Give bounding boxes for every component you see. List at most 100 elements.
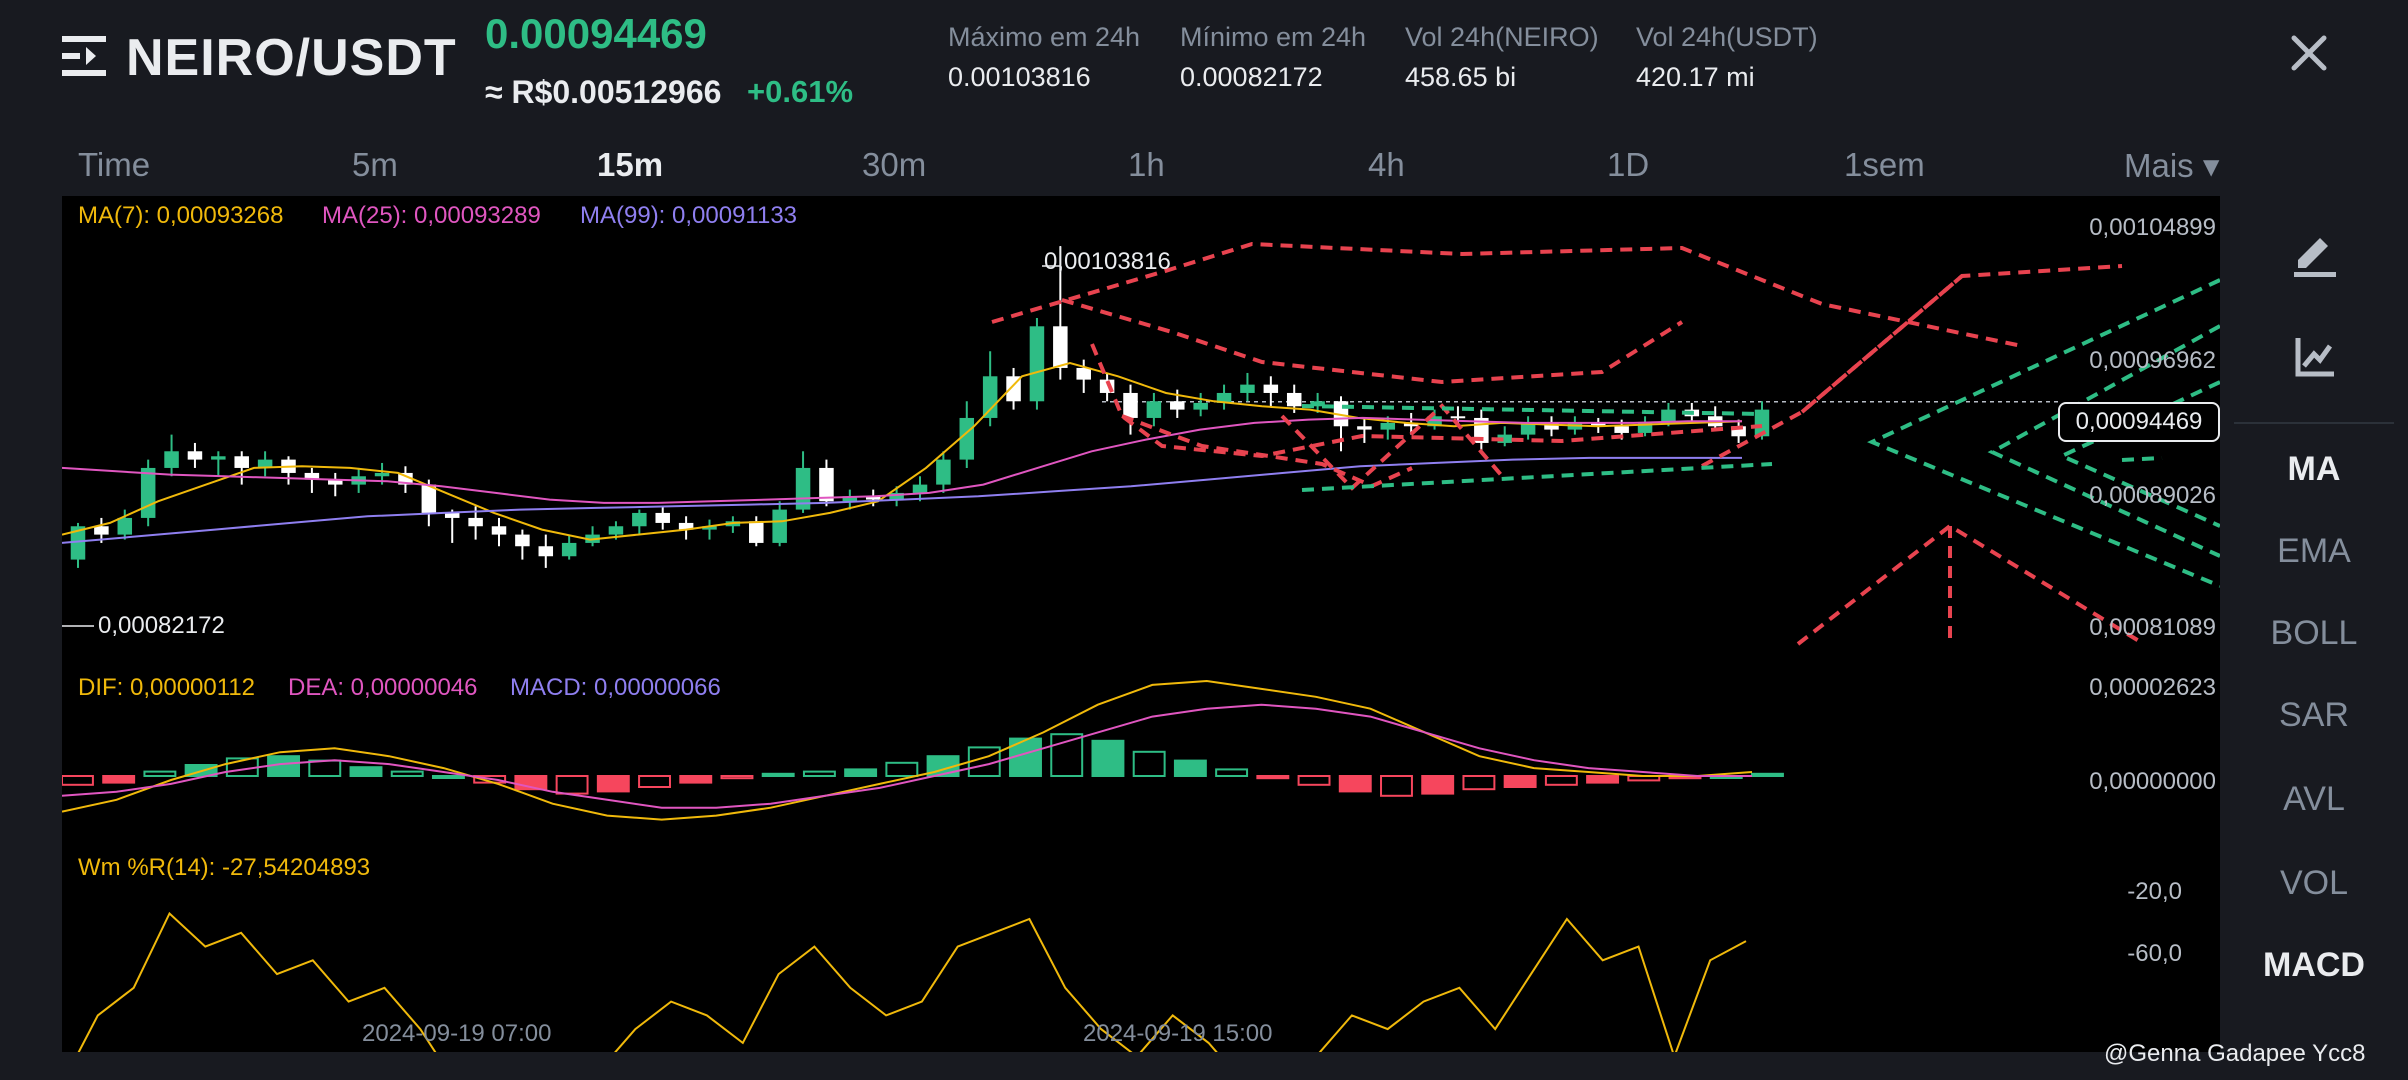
wr-line: [77, 911, 1747, 1052]
trading-pair-title[interactable]: NEIRO/USDT: [126, 29, 457, 87]
sidebar-item-sar[interactable]: SAR: [2279, 696, 2349, 734]
trendline-drawing: [1800, 274, 1964, 414]
candle-body: [304, 472, 320, 480]
macd-histogram-bar: [720, 775, 754, 780]
indicator-sidebar: MA EMA BOLL SAR AVL VOL MACD: [2220, 196, 2408, 1052]
candle-body: [912, 484, 928, 493]
sidebar-item-boll[interactable]: BOLL: [2270, 614, 2358, 652]
ma99-line: [62, 456, 1742, 544]
candle-body: [257, 459, 273, 468]
time-axis-label: 2024-09-19 15:00: [1083, 1020, 1273, 1047]
low-marker-label: 0,00082172: [98, 612, 225, 639]
macd-histogram-bar: [844, 768, 878, 778]
macd-histogram-bar: [1173, 759, 1207, 777]
sidebar-item-avl[interactable]: AVL: [2283, 780, 2345, 818]
ma25-line: [62, 416, 1742, 504]
dif-legend: DIF: 0,00000112: [78, 674, 256, 701]
macd-axis-label: 0,00000000: [2089, 768, 2216, 795]
candle-body: [936, 459, 951, 485]
price-change: +0.61%: [747, 74, 854, 109]
candle-body: [1076, 367, 1091, 380]
macd-histogram-bar: [431, 775, 465, 779]
candle-body: [702, 526, 717, 530]
trendline-drawing: [1701, 264, 2123, 468]
tab-4h[interactable]: 4h: [1368, 146, 1405, 183]
tab-15m[interactable]: 15m: [597, 146, 664, 183]
chart-settings-icon[interactable]: [2290, 332, 2340, 382]
candle-body: [1591, 422, 1606, 427]
channel-drawing: [1301, 404, 1763, 416]
macd-histogram-bar: [1215, 768, 1249, 778]
channel-drawing: [1987, 324, 2220, 558]
menu-icon[interactable]: [62, 34, 112, 78]
tab-1d[interactable]: 1D: [1607, 146, 1650, 183]
close-icon[interactable]: [2284, 28, 2334, 78]
macd-histogram-bar: [679, 775, 713, 784]
candle-body: [655, 512, 670, 523]
tab-more[interactable]: Mais ▾: [2124, 147, 2220, 184]
chart-area[interactable]: [62, 196, 2220, 1052]
candle-body: [1123, 392, 1138, 418]
candle-body: [1263, 384, 1279, 393]
time-axis-label: 2024-09-19 07:00: [362, 1020, 552, 1047]
last-price: 0.00094469: [485, 10, 707, 57]
trendline-drawing: [1121, 414, 1413, 489]
stat-vol-base-value: 458.65 bi: [1405, 62, 1517, 92]
price-axis-label: 0,00089026: [2089, 482, 2216, 509]
candle-body: [632, 512, 647, 527]
candle-body: [982, 376, 998, 418]
candle-body: [234, 456, 249, 468]
sidebar-item-ma[interactable]: MA: [2287, 450, 2341, 488]
candle-body: [561, 542, 577, 557]
candle-body: [1427, 416, 1442, 427]
high-marker-line: [1042, 246, 1062, 267]
candle-body: [1357, 426, 1372, 430]
candle-body: [94, 526, 109, 535]
macd-histogram-bar: [102, 775, 136, 784]
tab-1sem[interactable]: 1sem: [1844, 146, 1925, 183]
chart-canvas[interactable]: [62, 196, 2220, 1052]
candle-body: [117, 517, 133, 535]
candle-body: [1146, 401, 1162, 418]
candle-body: [1754, 409, 1770, 437]
macd-histogram-bar: [62, 775, 94, 786]
wr-legend: Wm %R(14): -27,54204893: [78, 854, 371, 881]
stat-vol-base-label: Vol 24h(NEIRO): [1405, 22, 1599, 52]
stat-low-value: 0.00082172: [1180, 62, 1323, 92]
sidebar-item-ema[interactable]: EMA: [2277, 532, 2351, 570]
price-axis-label: 0,00096962: [2089, 347, 2216, 374]
candle-body: [1380, 422, 1396, 430]
tab-time[interactable]: Time: [78, 146, 151, 183]
sidebar-item-vol[interactable]: VOL: [2279, 864, 2349, 902]
price-axis-label: 0,00081089: [2089, 614, 2216, 641]
tab-5m[interactable]: 5m: [352, 146, 398, 183]
macd-histogram-bar: [1091, 739, 1125, 777]
tab-30m[interactable]: 30m: [862, 146, 927, 183]
macd-histogram-bar: [1586, 775, 1620, 784]
trendline-drawing: [1796, 523, 2146, 646]
candle-body: [678, 522, 694, 530]
candle-body: [164, 451, 179, 468]
price-brl: ≈ R$0.00512966: [485, 74, 722, 110]
stat-vol-quote-label: Vol 24h(USDT): [1636, 22, 1818, 52]
watermark: @Genna Gadapee Ycc8: [2104, 1040, 2366, 1067]
candle-body: [749, 521, 764, 543]
candle-body: [515, 534, 530, 547]
macd-histogram-bar: [761, 772, 795, 777]
candle-body: [1637, 422, 1653, 433]
macd-histogram-bar: [1256, 775, 1290, 780]
candle-body: [398, 472, 413, 485]
candle-body: [1450, 416, 1466, 419]
macd-histogram-bar: [143, 770, 177, 777]
candle-body: [1029, 326, 1045, 402]
candle-body: [819, 467, 834, 502]
ma99-legend: MA(99): 0,00091133: [580, 202, 798, 229]
tab-1h[interactable]: 1h: [1128, 146, 1165, 183]
draw-pen-icon[interactable]: [2290, 230, 2340, 280]
macd-histogram-bar: [802, 770, 836, 777]
macd-histogram-bar: [349, 766, 383, 778]
sidebar-item-macd[interactable]: MACD: [2263, 946, 2365, 984]
candle-body: [1310, 401, 1325, 407]
dea-line: [62, 703, 1752, 809]
stat-high-value: 0.00103816: [948, 62, 1091, 92]
